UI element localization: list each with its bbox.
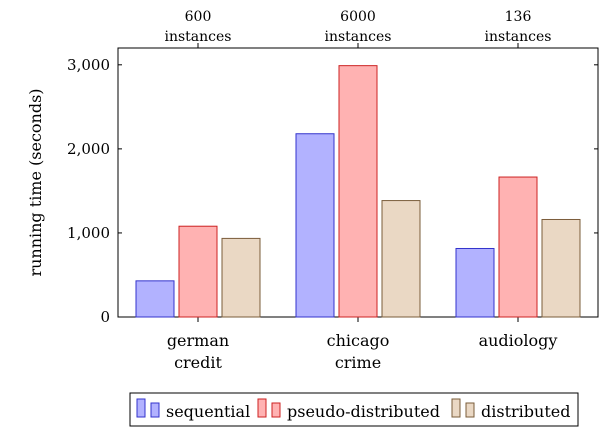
legend-swatch — [451, 398, 461, 418]
bar-pseudo-distributed-1 — [338, 65, 378, 318]
y-axis-label: running time (seconds) — [26, 88, 45, 276]
y-tick-label: 0 — [100, 308, 110, 326]
x-top-label: 6000 — [340, 9, 376, 25]
legend-label: sequential — [166, 402, 250, 421]
legend-swatch — [136, 398, 146, 418]
bar-distributed-1 — [381, 200, 421, 318]
labels: 0 1,000 2,000 3,000 running time (seconds) ge… — [26, 9, 557, 372]
bar-distributed-2 — [541, 218, 581, 318]
bar-distributed-0 — [221, 237, 261, 318]
x-category-label: crime — [335, 353, 381, 372]
bar-pseudo-distributed-0 — [178, 225, 218, 318]
legend-swatch — [271, 402, 281, 418]
x-top-label: instances — [165, 29, 232, 45]
x-top-label: 136 — [505, 9, 532, 25]
bar-sequential-2 — [455, 247, 495, 318]
legend-label: distributed — [481, 402, 570, 421]
y-tick-label: 3,000 — [67, 56, 110, 74]
bar-sequential-0 — [135, 280, 175, 318]
y-tick-label: 2,000 — [67, 140, 110, 158]
x-category-label: credit — [174, 353, 222, 372]
x-top-label: instances — [325, 29, 392, 45]
x-category-label: audiology — [479, 331, 558, 350]
legend-box — [129, 392, 579, 427]
bar-sequential-1 — [295, 133, 335, 318]
x-top-label: 600 — [185, 9, 212, 25]
legend-swatch — [150, 402, 160, 418]
bars — [135, 65, 581, 318]
x-category-label: chicago — [327, 331, 390, 350]
legend-label: pseudo-distributed — [287, 402, 440, 421]
y-tick-label: 1,000 — [67, 224, 110, 242]
bar-pseudo-distributed-2 — [498, 176, 538, 318]
x-category-label: german — [167, 331, 229, 350]
x-top-label: instances — [485, 29, 552, 45]
legend: sequential pseudo-distributed distributed — [129, 392, 579, 427]
legend-swatch — [257, 398, 267, 418]
legend-swatch — [465, 402, 475, 418]
